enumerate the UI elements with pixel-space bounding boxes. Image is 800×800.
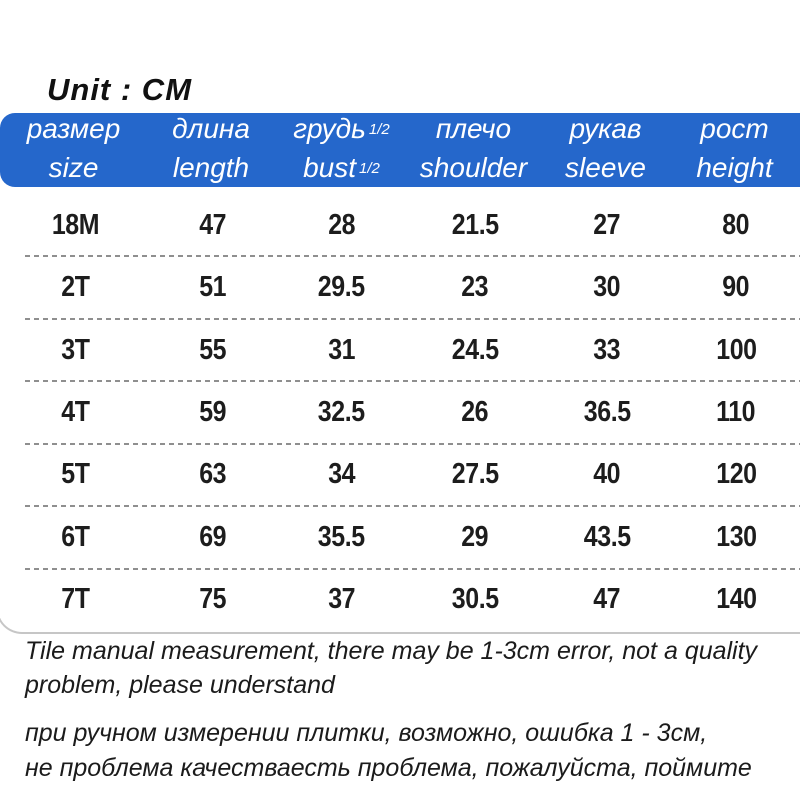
cell-sleeve: 27 bbox=[593, 208, 621, 241]
column-header-size: размер size bbox=[0, 111, 150, 190]
cell-length: 47 bbox=[199, 208, 226, 241]
column-header-ru: грудь 1/2 bbox=[275, 112, 408, 151]
column-header-en: bust 1/2 bbox=[275, 151, 408, 190]
cell-shoulder: 27.5 bbox=[451, 458, 499, 491]
cell-length: 75 bbox=[199, 583, 226, 616]
cell-bust: 34 bbox=[328, 458, 355, 491]
cell-height: 90 bbox=[722, 271, 750, 304]
header-text: грудь bbox=[293, 112, 366, 144]
cell-shoulder: 24.5 bbox=[451, 333, 499, 366]
cell-size: 4T bbox=[60, 395, 90, 428]
table-row: 4T 59 32.5 26 36.5 110 bbox=[0, 382, 800, 442]
measurement-note-english: Tile manual measurement, there may be 1-… bbox=[25, 634, 757, 702]
cell-shoulder: 23 bbox=[461, 271, 489, 304]
cell-bust: 32.5 bbox=[318, 395, 365, 428]
table-row: 5T 63 34 27.5 40 120 bbox=[0, 445, 800, 505]
note-line: problem, please understand bbox=[25, 671, 335, 699]
cell-sleeve: 30 bbox=[593, 271, 621, 304]
size-table-body: 18M 47 28 21.5 27 80 2T 51 29.5 23 30 90… bbox=[0, 187, 800, 630]
column-header-en: length bbox=[150, 151, 275, 190]
cell-height: 130 bbox=[715, 520, 757, 553]
column-header-ru: рукав bbox=[542, 112, 672, 151]
cell-height: 120 bbox=[715, 458, 757, 491]
header-text: bust bbox=[303, 151, 357, 183]
header-text: sleeve bbox=[565, 151, 646, 183]
header-text: height bbox=[696, 151, 773, 183]
table-row: 2T 51 29.5 23 30 90 bbox=[0, 257, 800, 317]
header-text: рост bbox=[700, 112, 769, 144]
cell-length: 63 bbox=[199, 458, 226, 491]
column-header-shoulder: плечо shoulder bbox=[408, 111, 542, 190]
note-line: при ручном измерении плитки, возможно, о… bbox=[25, 719, 708, 747]
cell-sleeve: 33 bbox=[593, 333, 621, 366]
header-text: длина bbox=[172, 112, 250, 144]
header-suffix: 1/2 bbox=[368, 120, 390, 138]
cell-size: 18M bbox=[51, 208, 99, 241]
cell-size: 5T bbox=[60, 458, 90, 491]
cell-height: 100 bbox=[715, 333, 757, 366]
table-header-band: размер size длина length грудь 1/2 bust 1/… bbox=[0, 113, 800, 187]
cell-size: 6T bbox=[60, 520, 90, 553]
cell-length: 55 bbox=[199, 333, 226, 366]
table-row: 18M 47 28 21.5 27 80 bbox=[0, 195, 800, 255]
cell-shoulder: 29 bbox=[461, 520, 489, 553]
column-header-en: shoulder bbox=[408, 151, 542, 190]
row-divider bbox=[25, 505, 800, 508]
row-divider bbox=[25, 255, 800, 258]
header-text: рукав bbox=[569, 112, 642, 144]
row-divider bbox=[25, 317, 800, 320]
header-text: плечо bbox=[435, 112, 512, 144]
column-header-height: рост height bbox=[672, 111, 800, 190]
cell-length: 69 bbox=[199, 520, 226, 553]
cell-size: 3T bbox=[60, 333, 90, 366]
table-row: 3T 55 31 24.5 33 100 bbox=[0, 320, 800, 380]
column-header-en: height bbox=[672, 151, 800, 190]
cell-sleeve: 43.5 bbox=[583, 520, 631, 553]
column-header-ru: плечо bbox=[408, 112, 542, 151]
row-divider bbox=[25, 442, 800, 445]
header-suffix: 1/2 bbox=[359, 159, 380, 177]
measurement-note-russian: при ручном измерении плитки, возможно, о… bbox=[25, 716, 752, 786]
cell-sleeve: 47 bbox=[593, 583, 621, 616]
cell-shoulder: 30.5 bbox=[451, 583, 499, 616]
cell-sleeve: 36.5 bbox=[583, 395, 631, 428]
row-divider bbox=[25, 380, 800, 383]
cell-height: 140 bbox=[715, 583, 757, 616]
header-text: shoulder bbox=[419, 151, 528, 183]
cell-sleeve: 40 bbox=[593, 458, 621, 491]
table-row: 7T 75 37 30.5 47 140 bbox=[0, 570, 800, 630]
cell-length: 59 bbox=[199, 395, 226, 428]
cell-length: 51 bbox=[199, 271, 226, 304]
cell-height: 80 bbox=[722, 208, 750, 241]
column-header-en: sleeve bbox=[542, 151, 672, 190]
column-header-length: длина length bbox=[150, 111, 275, 190]
header-text: length bbox=[172, 151, 250, 183]
cell-bust: 35.5 bbox=[318, 520, 365, 553]
note-line: Tile manual measurement, there may be 1-… bbox=[25, 637, 758, 665]
column-header-sleeve: рукав sleeve bbox=[542, 111, 672, 190]
header-text: размер bbox=[26, 112, 121, 144]
unit-label: Unit : CM bbox=[47, 72, 193, 107]
column-header-ru: рост bbox=[672, 112, 800, 151]
cell-shoulder: 21.5 bbox=[451, 208, 499, 241]
note-line: не проблема качестваесть проблема, пожал… bbox=[25, 754, 752, 782]
header-text: size bbox=[48, 151, 99, 183]
table-row: 6T 69 35.5 29 43.5 130 bbox=[0, 507, 800, 567]
cell-size: 7T bbox=[60, 583, 90, 616]
cell-bust: 28 bbox=[328, 208, 355, 241]
cell-size: 2T bbox=[60, 271, 90, 304]
column-header-bust: грудь 1/2 bust 1/2 bbox=[275, 111, 408, 190]
row-divider bbox=[25, 567, 800, 570]
column-header-ru: размер bbox=[0, 112, 150, 151]
cell-bust: 31 bbox=[328, 333, 355, 366]
cell-shoulder: 26 bbox=[461, 395, 489, 428]
column-header-en: size bbox=[0, 151, 150, 190]
column-header-ru: длина bbox=[150, 112, 275, 151]
cell-bust: 37 bbox=[328, 583, 355, 616]
cell-bust: 29.5 bbox=[318, 271, 365, 304]
cell-height: 110 bbox=[716, 395, 756, 428]
